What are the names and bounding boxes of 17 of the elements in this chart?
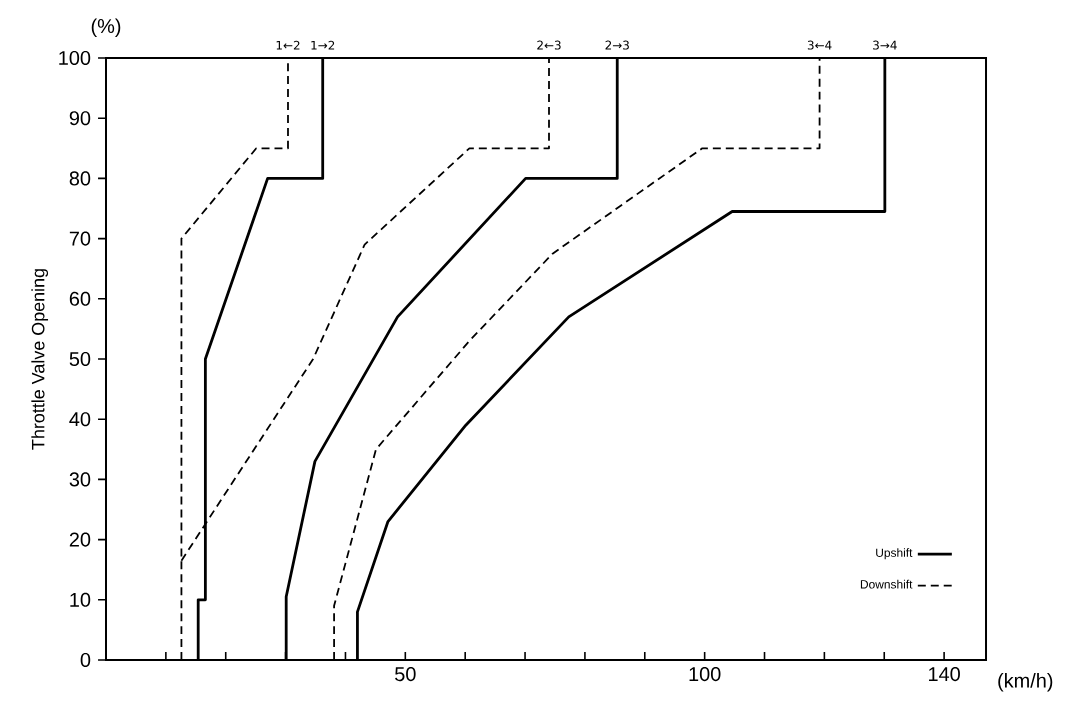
y-tick-label: 90 (69, 111, 91, 126)
y-tick-label: 10 (70, 592, 91, 607)
y-tick-label: 80 (69, 171, 91, 186)
y-tick-label: 20 (69, 532, 91, 547)
y-tick-label: 30 (69, 472, 91, 487)
x-tick-label: 100 (689, 667, 721, 682)
y-tick-label: 70 (69, 231, 91, 246)
x-tick-label: 50 (395, 667, 416, 682)
y-tick-label: 60 (69, 291, 91, 306)
text: (%) (91, 18, 121, 38)
x-tick-label: 140 (929, 667, 960, 682)
y-tick-label: 50 (69, 351, 91, 367)
y-tick-label: 100 (59, 50, 91, 66)
y-tick-label: 40 (69, 412, 91, 427)
y-tick-label: 0 (80, 652, 91, 668)
x-axis-title: (km/h) (998, 673, 1053, 692)
y-axis-title: Throttle Valve Opening (31, 269, 49, 450)
